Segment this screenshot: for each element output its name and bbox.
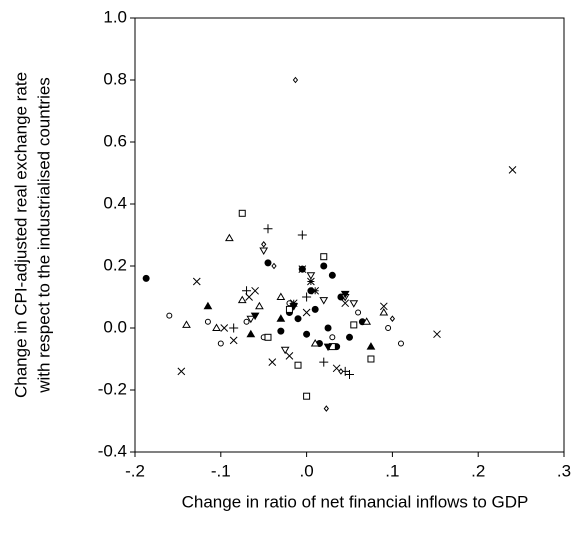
point xyxy=(246,315,256,324)
point xyxy=(243,318,250,325)
point xyxy=(285,352,294,360)
point xyxy=(389,315,396,323)
point xyxy=(204,318,211,325)
point xyxy=(362,317,372,325)
point xyxy=(307,277,315,286)
point xyxy=(255,301,264,310)
point xyxy=(229,336,238,345)
x-tick-label: -.1 xyxy=(211,461,231,480)
point xyxy=(433,330,441,339)
x-tick-label: .2 xyxy=(471,461,485,480)
point xyxy=(349,300,359,308)
point xyxy=(271,262,277,270)
point xyxy=(261,240,267,248)
point xyxy=(142,274,150,282)
plot-frame xyxy=(134,17,565,453)
point xyxy=(242,286,252,296)
point xyxy=(217,340,224,347)
y-tick-label: 0.4 xyxy=(103,193,127,212)
y-axis-label: Change in CPI-adjusted real exchange rat… xyxy=(11,72,30,398)
point xyxy=(345,370,354,379)
point xyxy=(302,308,311,317)
point xyxy=(329,334,336,341)
point xyxy=(319,357,329,367)
point xyxy=(311,286,320,295)
point xyxy=(220,324,229,332)
point xyxy=(292,76,299,84)
point xyxy=(367,355,375,363)
point xyxy=(508,166,517,174)
point xyxy=(320,262,328,270)
point xyxy=(379,308,389,316)
point xyxy=(229,323,239,333)
point xyxy=(294,361,302,369)
point xyxy=(303,330,311,338)
point xyxy=(338,368,344,375)
point xyxy=(385,325,392,331)
point xyxy=(311,305,319,313)
point xyxy=(320,253,328,261)
point xyxy=(306,272,316,280)
y-tick-label: 0.6 xyxy=(103,131,127,150)
point xyxy=(276,314,286,322)
point xyxy=(166,312,173,319)
x-tick-label: .3 xyxy=(557,461,571,480)
point xyxy=(355,309,362,316)
point xyxy=(285,305,293,313)
point xyxy=(323,405,329,412)
point xyxy=(310,339,320,347)
point xyxy=(323,343,333,352)
point xyxy=(259,247,269,255)
point xyxy=(294,315,302,323)
point xyxy=(328,271,336,279)
point xyxy=(192,277,201,286)
point xyxy=(182,320,191,328)
point xyxy=(268,358,277,366)
point xyxy=(303,392,311,400)
point xyxy=(263,224,273,234)
point xyxy=(280,346,290,355)
point xyxy=(177,367,186,376)
point xyxy=(397,340,404,347)
point xyxy=(341,299,350,308)
point xyxy=(264,333,272,341)
x-tick-label: -.2 xyxy=(125,461,145,480)
point xyxy=(298,265,307,273)
point xyxy=(238,209,246,217)
y-axis-label: with respect to the industrialised count… xyxy=(34,77,53,394)
point xyxy=(346,333,353,341)
point xyxy=(203,301,213,310)
point xyxy=(289,299,298,308)
point xyxy=(302,292,312,302)
point xyxy=(277,327,285,335)
point xyxy=(366,342,376,350)
point xyxy=(237,295,247,304)
point xyxy=(264,259,272,267)
point xyxy=(250,312,260,321)
point xyxy=(212,323,221,331)
point xyxy=(379,302,388,311)
point xyxy=(324,324,332,332)
y-tick-label: -0.4 xyxy=(98,441,127,460)
point xyxy=(340,290,350,299)
point xyxy=(246,329,256,338)
y-tick-label: 0.2 xyxy=(103,255,127,274)
point xyxy=(251,286,259,295)
point xyxy=(276,292,286,300)
point xyxy=(319,297,329,305)
point xyxy=(350,321,358,329)
y-tick-label: 0.8 xyxy=(103,69,127,88)
y-tick-label: 1.0 xyxy=(103,7,127,26)
y-tick-label: -0.2 xyxy=(98,379,127,398)
y-tick-label: 0.0 xyxy=(103,317,127,336)
point xyxy=(297,230,307,240)
point xyxy=(225,233,234,242)
x-tick-label: .1 xyxy=(385,461,399,480)
x-tick-label: .0 xyxy=(300,461,314,480)
x-axis-label: Change in ratio of net financial inflows… xyxy=(182,492,529,511)
